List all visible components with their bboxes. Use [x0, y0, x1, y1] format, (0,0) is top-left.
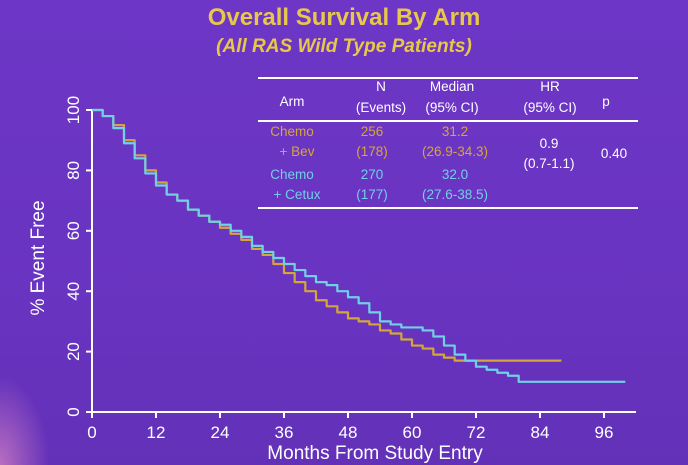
x-tick-label: 48: [339, 423, 358, 442]
table-arm-label: Chemo: [270, 167, 314, 182]
chart-subtitle: (All RAS Wild Type Patients): [216, 36, 472, 57]
table-median-ci: (26.9-34.3): [422, 144, 488, 159]
table-events: (178): [356, 144, 388, 159]
table-arm-label: + Bev: [280, 144, 315, 159]
table-header-cell: N: [376, 79, 386, 94]
x-tick-label: 12: [147, 423, 166, 442]
y-tick-label: 80: [64, 161, 83, 180]
series-line-chemo-cetux: [92, 108, 626, 383]
x-tick-label: 36: [275, 423, 294, 442]
x-axis-label: Months From Study Entry: [267, 443, 483, 464]
table-header-cell: HR: [540, 79, 560, 94]
table-median: 31.2: [442, 124, 468, 139]
table-n: 256: [361, 124, 384, 139]
table-events: (177): [356, 187, 388, 202]
x-tick-label: 96: [595, 423, 614, 442]
y-tick-label: 40: [64, 282, 83, 301]
table-header-cell: (95% CI): [523, 100, 576, 115]
table-median-ci: (27.6-38.5): [422, 187, 488, 202]
table-p-value: 0.40: [601, 146, 627, 161]
y-tick-label: 0: [64, 407, 83, 416]
x-tick-label: 24: [211, 423, 230, 442]
table-header-cell: Median: [430, 79, 474, 94]
table-header-cell: (95% CI): [425, 100, 478, 115]
x-tick-label: 0: [87, 423, 96, 442]
table-arm-label: + Cetux: [274, 187, 321, 202]
x-tick-label: 84: [531, 423, 550, 442]
legend-table: Arm N (Events) Median (95% CI) HR (95% CI) p Che…: [258, 77, 638, 209]
corner-glow: [0, 375, 50, 465]
table-hr: 0.9: [540, 136, 559, 151]
chart-title: Overall Survival By Arm: [207, 4, 481, 31]
table-header-cell: p: [602, 94, 610, 109]
y-tick-label: 100: [64, 96, 83, 124]
table-header-cell: Arm: [280, 94, 305, 109]
y-tick-label: 60: [64, 221, 83, 240]
table-median: 32.0: [442, 167, 468, 182]
table-arm-label: Chemo: [270, 124, 314, 139]
table-hr-ci: (0.7-1.1): [523, 156, 574, 171]
x-tick-label: 72: [467, 423, 486, 442]
axes: 0 12 24 36 48 60 72 84 96 0 20 40 60 80 100: [64, 96, 636, 442]
series-line-chemo-bev: [92, 108, 562, 362]
table-header-cell: (Events): [356, 100, 406, 115]
x-tick-label: 60: [403, 423, 422, 442]
y-axis-label: % Event Free: [28, 200, 49, 315]
y-tick-label: 20: [64, 342, 83, 361]
table-n: 270: [361, 167, 384, 182]
series-lines: [92, 108, 626, 383]
